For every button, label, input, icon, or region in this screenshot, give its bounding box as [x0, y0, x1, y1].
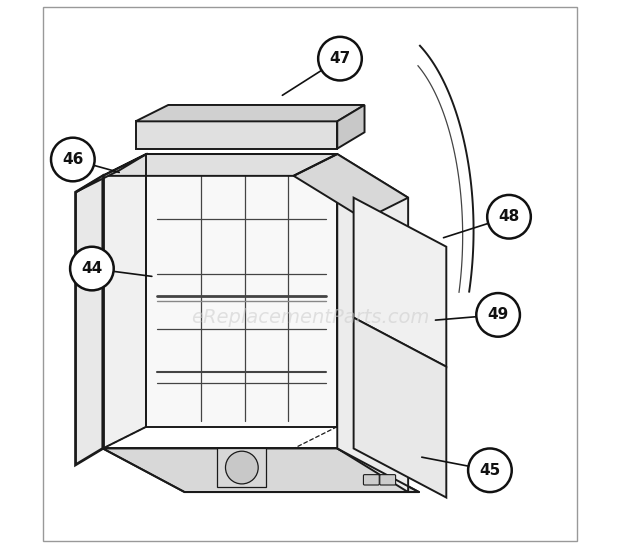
Circle shape: [318, 37, 362, 81]
Polygon shape: [103, 154, 146, 448]
Polygon shape: [146, 154, 337, 427]
Polygon shape: [103, 448, 419, 492]
Text: 49: 49: [487, 307, 509, 322]
Text: 47: 47: [329, 51, 351, 66]
Polygon shape: [103, 154, 337, 176]
Text: 48: 48: [498, 209, 520, 224]
Text: 45: 45: [479, 463, 500, 478]
Circle shape: [51, 138, 95, 181]
Circle shape: [226, 451, 258, 484]
Polygon shape: [76, 176, 103, 465]
Circle shape: [70, 247, 113, 290]
Polygon shape: [294, 154, 408, 220]
Text: eReplacementParts.com: eReplacementParts.com: [191, 308, 429, 327]
Text: 46: 46: [62, 152, 84, 167]
Polygon shape: [353, 198, 446, 367]
Polygon shape: [76, 154, 146, 192]
Text: 44: 44: [81, 261, 102, 276]
FancyBboxPatch shape: [363, 475, 379, 485]
Circle shape: [487, 195, 531, 238]
Polygon shape: [337, 105, 365, 149]
Polygon shape: [218, 448, 267, 487]
Circle shape: [468, 448, 512, 492]
Circle shape: [476, 293, 520, 336]
FancyBboxPatch shape: [380, 475, 396, 485]
Polygon shape: [353, 318, 446, 498]
Polygon shape: [337, 154, 408, 492]
Polygon shape: [136, 121, 337, 149]
Polygon shape: [136, 105, 365, 121]
